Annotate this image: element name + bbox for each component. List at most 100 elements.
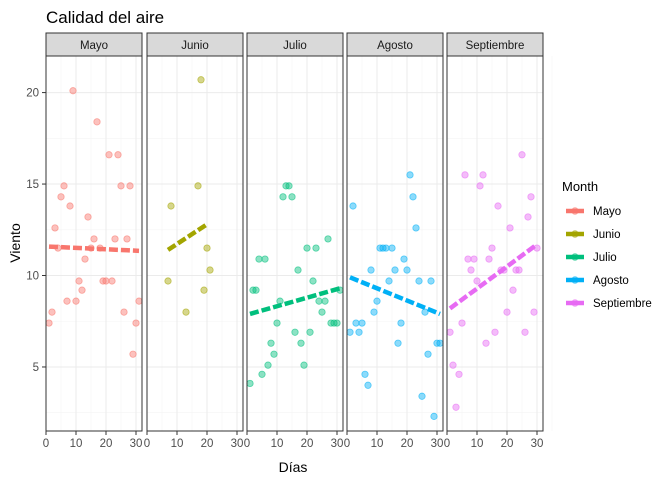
legend-item-julio: Julio: [566, 252, 617, 264]
legend-item-agosto: Agosto: [566, 275, 629, 287]
data-point-julio: [279, 193, 287, 201]
data-point-julio: [273, 319, 281, 327]
data-point-julio: [261, 255, 269, 263]
x-tick-label-junio: 30: [231, 438, 244, 450]
data-point-septiembre: [506, 224, 514, 232]
data-point-septiembre: [455, 370, 463, 378]
data-point-julio: [255, 255, 263, 263]
data-point-mayo: [51, 224, 59, 232]
data-point-septiembre: [527, 193, 535, 201]
data-point-septiembre: [530, 308, 538, 316]
x-tick-label-mayo: 0: [43, 438, 49, 450]
facet-panel-junio: Junio 0 10 20 30: [144, 32, 253, 450]
panel-border-julio: [246, 55, 344, 432]
legend: Month Mayo Junio Julio Agosto Septiembre: [562, 179, 652, 310]
data-point-agosto: [430, 412, 438, 420]
data-point-agosto: [415, 277, 423, 285]
data-point-septiembre: [467, 266, 475, 274]
panel-bg-septiembre: [447, 56, 543, 431]
data-point-mayo: [117, 182, 125, 190]
data-point-julio: [291, 328, 299, 336]
x-tick-label-agosto: 30: [431, 438, 444, 450]
data-point-mayo: [66, 202, 74, 210]
data-point-agosto: [373, 297, 381, 305]
data-point-agosto: [367, 266, 375, 274]
data-point-julio: [333, 319, 341, 327]
panel-bg-junio: [147, 56, 243, 431]
facet-panel-julio: Julio 0 10 20 30: [244, 32, 353, 450]
x-tick-label-septiembre: 0: [444, 438, 450, 450]
y-tick-label: 5: [33, 362, 39, 374]
data-point-julio: [306, 328, 314, 336]
x-tick-label-agosto: 20: [401, 438, 414, 450]
x-tick-label-agosto: 10: [371, 438, 384, 450]
legend-item-septiembre: Septiembre: [566, 298, 652, 310]
data-point-agosto: [364, 381, 372, 389]
x-tick-label-septiembre: 10: [471, 438, 484, 450]
facet-panels: Mayo 0 10 20 30 5 10 15 20 Junio 0 10 20 30 Julio 0 10 20…: [26, 32, 553, 450]
x-tick-label-julio: 0: [244, 438, 250, 450]
data-point-julio: [267, 339, 275, 347]
panel-border-mayo: [45, 55, 143, 432]
facet-panel-mayo: Mayo 0 10 20 30 5 10 15 20: [26, 32, 152, 450]
data-point-mayo: [129, 350, 137, 358]
data-point-julio: [321, 297, 329, 305]
data-point-agosto: [397, 319, 405, 327]
data-point-julio: [318, 308, 326, 316]
data-point-agosto: [382, 244, 390, 252]
legend-title: Month: [562, 179, 598, 194]
data-point-junio: [194, 182, 202, 190]
data-point-julio: [264, 361, 272, 369]
data-point-mayo: [114, 151, 122, 159]
data-point-agosto: [406, 171, 414, 179]
data-point-julio: [303, 244, 311, 252]
data-point-mayo: [93, 118, 101, 126]
data-point-julio: [252, 286, 260, 294]
data-point-agosto: [400, 255, 408, 263]
data-point-mayo: [90, 235, 98, 243]
data-point-julio: [285, 182, 293, 190]
panel-bg-agosto: [347, 56, 443, 431]
data-point-septiembre: [494, 202, 502, 210]
data-point-septiembre: [458, 319, 466, 327]
data-point-junio: [197, 76, 205, 84]
data-point-mayo: [135, 297, 143, 305]
data-point-agosto: [412, 224, 420, 232]
data-point-mayo: [60, 182, 68, 190]
data-point-mayo: [126, 182, 134, 190]
data-point-septiembre: [470, 255, 478, 263]
legend-key-point: [571, 276, 579, 284]
legend-label: Agosto: [593, 275, 629, 287]
legend-item-junio: Junio: [566, 229, 621, 241]
x-tick-label-junio: 20: [201, 438, 214, 450]
x-tick-label-junio: 0: [144, 438, 150, 450]
facet-panel-agosto: Agosto 0 10 20 30: [344, 32, 453, 450]
data-point-mayo: [102, 277, 110, 285]
data-point-septiembre: [491, 328, 499, 336]
data-point-mayo: [72, 297, 80, 305]
data-point-septiembre: [509, 286, 517, 294]
trend-line-mayo: [48, 244, 140, 254]
trend-line-agosto: [349, 275, 441, 317]
data-point-junio: [164, 277, 172, 285]
data-point-septiembre: [515, 266, 523, 274]
y-axis-title: Viento: [7, 223, 23, 263]
data-point-mayo: [123, 235, 131, 243]
data-point-septiembre: [521, 328, 529, 336]
data-point-julio: [297, 339, 305, 347]
legend-label: Julio: [593, 252, 617, 264]
data-point-julio: [288, 193, 296, 201]
data-point-julio: [258, 370, 266, 378]
legend-label: Septiembre: [593, 298, 652, 310]
data-point-agosto: [424, 350, 432, 358]
panel-border-agosto: [346, 55, 444, 432]
data-point-agosto: [421, 308, 429, 316]
data-point-julio: [315, 297, 323, 305]
facet-panel-septiembre: Septiembre 0 10 20 30: [444, 32, 553, 450]
data-point-septiembre: [485, 255, 493, 263]
data-point-mayo: [45, 319, 53, 327]
data-point-agosto: [370, 308, 378, 316]
data-point-agosto: [355, 328, 363, 336]
legend-item-mayo: Mayo: [566, 206, 621, 218]
data-point-mayo: [132, 319, 140, 327]
